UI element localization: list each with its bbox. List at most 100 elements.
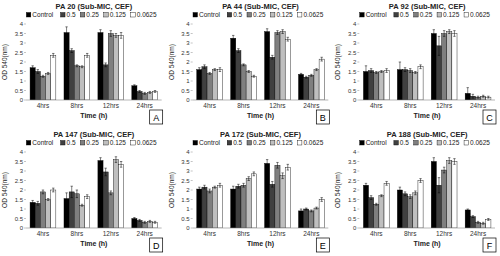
error-cap bbox=[42, 190, 44, 191]
error-cap bbox=[448, 163, 450, 164]
error-line bbox=[365, 66, 366, 77]
error-cap bbox=[214, 70, 216, 71]
plot-area bbox=[197, 160, 325, 228]
error-line bbox=[467, 88, 468, 99]
legend-swatch bbox=[80, 13, 85, 18]
error-bar bbox=[86, 53, 88, 57]
y-tick-label: 1 bbox=[186, 206, 190, 212]
error-cap bbox=[219, 183, 221, 184]
bar bbox=[132, 86, 137, 100]
error-bar bbox=[375, 72, 377, 74]
error-bar bbox=[448, 30, 450, 34]
bar bbox=[79, 67, 84, 100]
bar bbox=[251, 76, 256, 100]
x-tick-label: 24hrs bbox=[470, 230, 487, 237]
error-bar bbox=[472, 216, 474, 218]
y-tick bbox=[191, 209, 193, 210]
bar bbox=[51, 190, 56, 228]
error-line bbox=[376, 72, 377, 74]
y-tick bbox=[191, 24, 193, 25]
bar bbox=[285, 167, 290, 228]
y-tick bbox=[357, 152, 359, 153]
x-axis-label: Time (h) bbox=[80, 240, 107, 248]
error-cap bbox=[232, 35, 234, 36]
legend-label: 0.0625 bbox=[303, 11, 323, 18]
error-bar bbox=[305, 208, 307, 210]
bar bbox=[265, 163, 270, 228]
bar bbox=[486, 219, 491, 228]
error-bar bbox=[219, 68, 221, 72]
error-cap bbox=[242, 65, 244, 66]
legend-swatch bbox=[360, 141, 365, 146]
error-bar bbox=[365, 66, 367, 77]
error-line bbox=[71, 186, 72, 197]
y-tick bbox=[357, 100, 359, 101]
legend: Control0.50.250.1250.0625 bbox=[26, 11, 157, 18]
bar bbox=[314, 70, 319, 100]
error-cap bbox=[237, 48, 239, 49]
x-tick-label: 4hrs bbox=[370, 102, 383, 109]
bar bbox=[384, 71, 389, 100]
error-cap bbox=[438, 55, 440, 56]
legend-swatch bbox=[297, 141, 302, 146]
error-cap bbox=[86, 57, 88, 58]
error-cap bbox=[370, 199, 372, 200]
error-cap bbox=[399, 192, 401, 193]
bar bbox=[202, 67, 207, 100]
error-cap bbox=[76, 64, 78, 65]
legend: Control0.50.250.1250.0625 bbox=[26, 139, 157, 146]
legend-swatch bbox=[227, 141, 232, 146]
legend-label: 0.25 bbox=[86, 139, 99, 146]
error-cap bbox=[99, 29, 101, 30]
error-cap bbox=[52, 188, 54, 189]
y-tick-label: 2.5 bbox=[348, 178, 357, 184]
error-line bbox=[134, 218, 135, 220]
error-cap bbox=[154, 223, 156, 224]
error-line bbox=[243, 64, 244, 66]
error-line bbox=[134, 85, 135, 87]
error-bar bbox=[448, 158, 450, 164]
y-tick-label: 3.5 bbox=[15, 31, 24, 37]
bar bbox=[51, 55, 56, 100]
error-bar bbox=[414, 72, 416, 74]
y-tick-label: 3 bbox=[353, 40, 357, 46]
error-line bbox=[219, 68, 220, 72]
error-cap bbox=[115, 162, 117, 163]
legend-swatch bbox=[297, 13, 302, 18]
bar bbox=[113, 35, 118, 100]
error-cap bbox=[133, 84, 135, 85]
panel-letter-box bbox=[483, 238, 496, 252]
x-tick-label: 12hrs bbox=[436, 102, 453, 109]
y-tick-label: 0 bbox=[20, 97, 24, 103]
panel-letter-box bbox=[316, 110, 329, 124]
error-line bbox=[248, 71, 249, 73]
legend-label: 0.5 bbox=[400, 139, 409, 146]
error-line bbox=[321, 57, 322, 61]
error-cap bbox=[453, 36, 455, 37]
x-tick-label: 4hrs bbox=[203, 102, 216, 109]
error-line bbox=[100, 30, 101, 36]
x-axis bbox=[26, 228, 162, 229]
error-line bbox=[121, 33, 122, 39]
error-line bbox=[433, 158, 434, 166]
error-cap bbox=[149, 222, 151, 223]
error-bar bbox=[433, 30, 435, 38]
bar bbox=[374, 204, 379, 228]
error-bar bbox=[310, 74, 312, 76]
error-cap bbox=[419, 68, 421, 69]
error-cap bbox=[37, 201, 39, 202]
y-tick-label: 2 bbox=[20, 59, 24, 65]
error-line bbox=[48, 72, 49, 74]
error-cap bbox=[242, 63, 244, 64]
legend-label: 0.5 bbox=[67, 11, 76, 18]
bar bbox=[304, 77, 309, 100]
legend-label: 0.0625 bbox=[470, 139, 490, 146]
bar bbox=[285, 39, 290, 100]
error-cap bbox=[305, 209, 307, 210]
bar bbox=[137, 220, 142, 228]
error-cap bbox=[219, 71, 221, 72]
error-cap bbox=[385, 68, 387, 69]
plot-area bbox=[363, 158, 491, 228]
error-cap bbox=[120, 161, 122, 162]
error-bar bbox=[86, 195, 88, 199]
